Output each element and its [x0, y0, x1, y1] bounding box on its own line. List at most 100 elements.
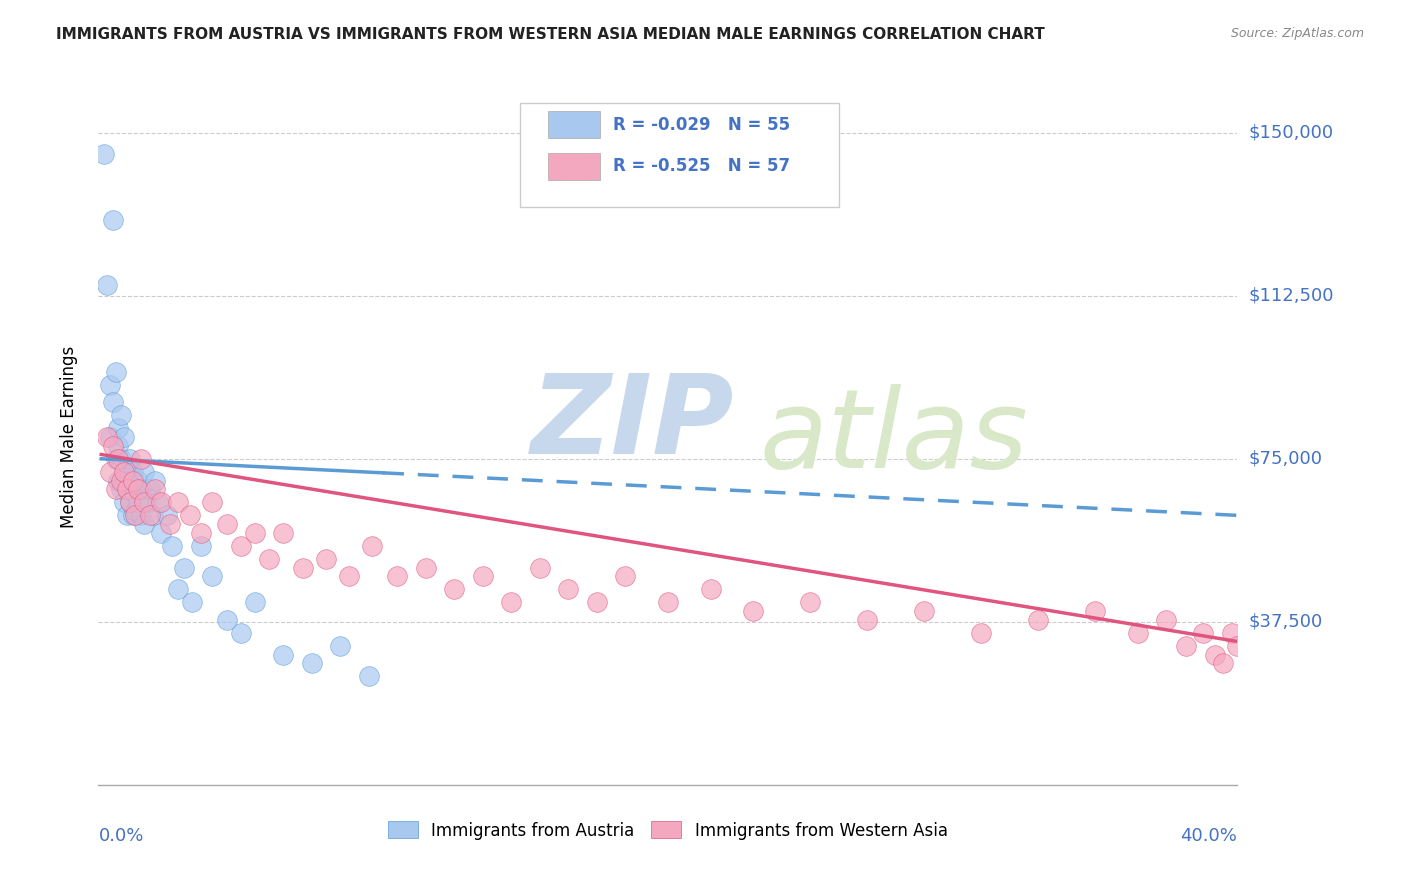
Point — [443, 582, 465, 597]
Point — [107, 474, 129, 488]
Point — [124, 508, 146, 523]
Point — [190, 539, 212, 553]
Point — [585, 595, 607, 609]
Point — [329, 639, 352, 653]
Point — [360, 539, 382, 553]
Point — [799, 595, 821, 609]
Point — [699, 582, 721, 597]
Point — [150, 495, 173, 509]
Point — [337, 569, 360, 583]
Point — [190, 525, 212, 540]
Point — [118, 495, 141, 509]
Legend: Immigrants from Austria, Immigrants from Western Asia: Immigrants from Austria, Immigrants from… — [381, 814, 955, 847]
Text: atlas: atlas — [759, 384, 1028, 491]
Point — [357, 669, 380, 683]
Point — [273, 648, 295, 662]
Point — [229, 625, 252, 640]
Point — [173, 560, 195, 574]
Point — [124, 504, 146, 518]
Point — [101, 439, 124, 453]
Point — [167, 495, 190, 509]
Point — [912, 604, 935, 618]
Point — [127, 474, 149, 488]
Point — [856, 613, 879, 627]
Point — [742, 604, 765, 618]
Text: $37,500: $37,500 — [1249, 613, 1323, 631]
Point — [104, 482, 127, 496]
Point — [273, 525, 295, 540]
Point — [138, 508, 160, 523]
Point — [229, 539, 252, 553]
Point — [121, 474, 143, 488]
Text: $75,000: $75,000 — [1249, 450, 1323, 467]
Point — [112, 430, 135, 444]
Point — [121, 465, 143, 479]
Point — [110, 451, 132, 466]
Point — [1154, 613, 1177, 627]
Point — [148, 495, 170, 509]
Point — [101, 395, 124, 409]
Point — [259, 551, 281, 566]
Point — [124, 486, 146, 500]
Point — [118, 495, 141, 509]
Text: IMMIGRANTS FROM AUSTRIA VS IMMIGRANTS FROM WESTERN ASIA MEDIAN MALE EARNINGS COR: IMMIGRANTS FROM AUSTRIA VS IMMIGRANTS FR… — [56, 27, 1045, 42]
FancyBboxPatch shape — [520, 103, 839, 208]
Point — [104, 365, 127, 379]
Text: Source: ZipAtlas.com: Source: ZipAtlas.com — [1230, 27, 1364, 40]
Point — [501, 595, 523, 609]
Point — [179, 508, 201, 523]
FancyBboxPatch shape — [548, 153, 599, 179]
Point — [145, 474, 167, 488]
Point — [129, 482, 152, 496]
Text: $112,500: $112,500 — [1249, 286, 1334, 305]
Point — [104, 451, 127, 466]
Point — [107, 421, 129, 435]
Point — [1084, 604, 1107, 618]
Point — [156, 508, 179, 523]
Point — [132, 516, 155, 531]
Point — [970, 625, 993, 640]
Point — [98, 465, 121, 479]
Point — [107, 439, 129, 453]
Point — [415, 560, 437, 574]
Point — [141, 508, 163, 523]
Point — [118, 474, 141, 488]
Point — [132, 495, 155, 509]
Point — [115, 482, 138, 496]
Point — [96, 277, 118, 292]
Point — [110, 409, 132, 423]
Point — [129, 451, 152, 466]
Point — [1126, 625, 1149, 640]
Text: 0.0%: 0.0% — [98, 827, 143, 845]
Text: $150,000: $150,000 — [1249, 124, 1333, 142]
Point — [129, 508, 152, 523]
Point — [145, 482, 167, 496]
Point — [301, 657, 323, 671]
Point — [315, 551, 337, 566]
Point — [1212, 657, 1234, 671]
Point — [121, 508, 143, 523]
Point — [657, 595, 679, 609]
Point — [1204, 648, 1226, 662]
Point — [1226, 639, 1249, 653]
Point — [112, 465, 135, 479]
Point — [243, 525, 266, 540]
Point — [150, 525, 173, 540]
Point — [93, 147, 115, 161]
Point — [112, 465, 135, 479]
Point — [162, 539, 184, 553]
Point — [201, 569, 224, 583]
Point — [110, 474, 132, 488]
Point — [127, 495, 149, 509]
Text: 40.0%: 40.0% — [1181, 827, 1237, 845]
Point — [614, 569, 637, 583]
FancyBboxPatch shape — [548, 112, 599, 138]
Point — [243, 595, 266, 609]
Point — [98, 377, 121, 392]
Point — [107, 451, 129, 466]
Point — [292, 560, 315, 574]
Point — [471, 569, 494, 583]
Point — [101, 212, 124, 227]
Point — [118, 451, 141, 466]
Point — [1192, 625, 1215, 640]
